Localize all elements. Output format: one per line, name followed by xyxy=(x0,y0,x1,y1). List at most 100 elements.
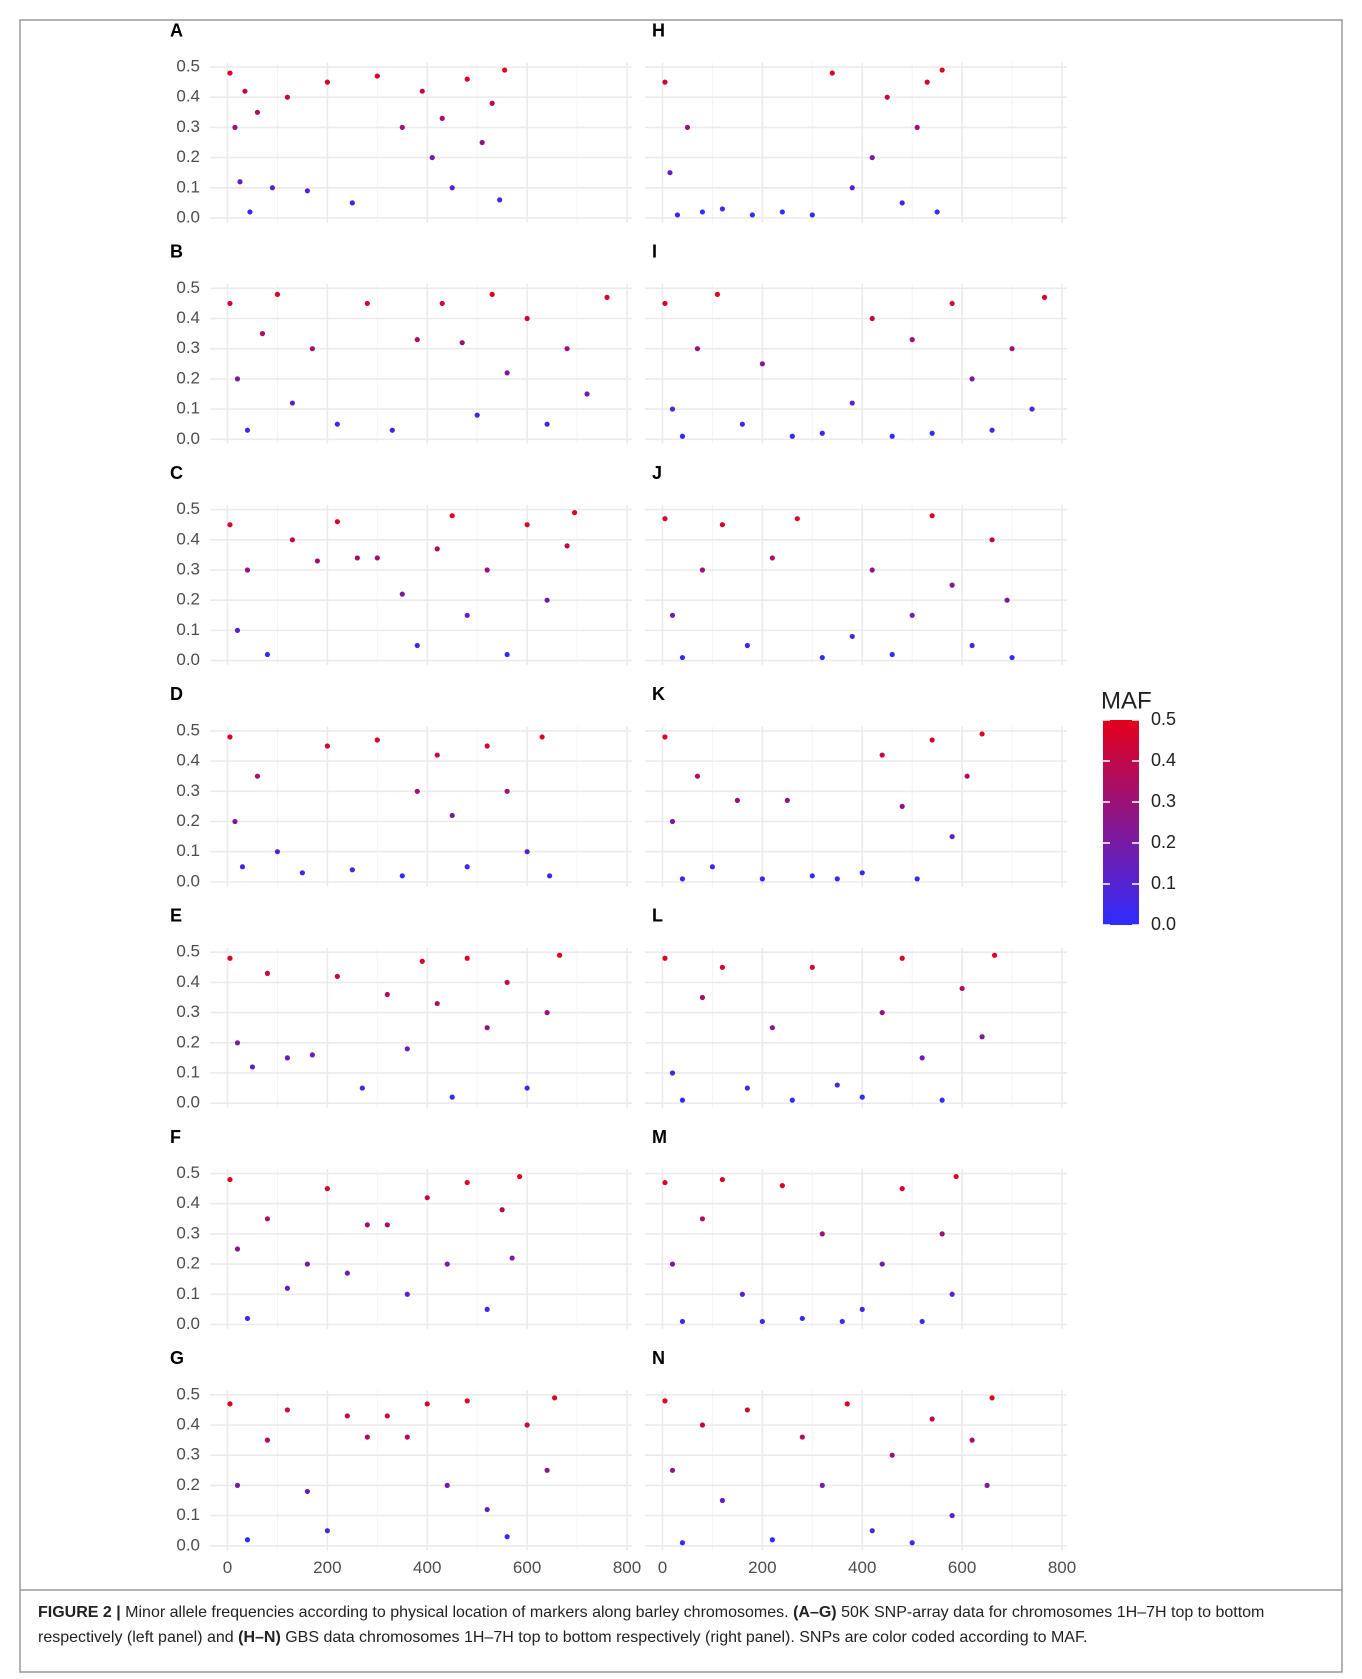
point xyxy=(694,773,701,779)
point xyxy=(929,513,935,519)
panel-label: F xyxy=(170,1127,181,1147)
point xyxy=(439,300,445,307)
x-tick-label: 200 xyxy=(748,1558,776,1577)
point xyxy=(939,67,945,73)
point xyxy=(384,991,390,998)
point xyxy=(556,952,563,958)
point xyxy=(919,1055,925,1061)
point xyxy=(414,788,420,794)
panel-label: G xyxy=(170,1348,184,1368)
point xyxy=(662,734,668,740)
point xyxy=(414,642,420,649)
point xyxy=(227,1176,233,1183)
point xyxy=(234,1246,241,1252)
y-tick-label: 0.4 xyxy=(176,1415,200,1434)
point xyxy=(384,1222,390,1228)
point xyxy=(504,651,510,658)
point xyxy=(344,1413,350,1419)
point xyxy=(604,294,610,300)
y-tick-label: 0.0 xyxy=(176,1093,200,1112)
panel-label: N xyxy=(652,1348,665,1368)
point xyxy=(324,1186,330,1192)
point xyxy=(719,1176,726,1183)
point xyxy=(979,1034,985,1040)
y-tick-label: 0.5 xyxy=(176,278,200,297)
panel-label: A xyxy=(170,20,183,40)
panel-label: K xyxy=(652,684,665,704)
y-tick-label: 0.1 xyxy=(176,620,200,639)
point xyxy=(234,627,241,633)
point xyxy=(799,1434,805,1440)
point xyxy=(829,70,835,76)
point xyxy=(991,952,998,958)
point xyxy=(869,1528,875,1534)
point xyxy=(669,818,676,825)
point xyxy=(694,346,701,352)
point xyxy=(499,1207,505,1213)
point xyxy=(662,955,668,961)
point xyxy=(429,154,435,161)
panel-label: M xyxy=(652,1127,667,1147)
point xyxy=(289,537,296,543)
point xyxy=(699,994,706,1001)
panel-label: L xyxy=(652,905,663,925)
point xyxy=(479,139,485,146)
colorbar xyxy=(1103,720,1139,925)
point xyxy=(789,433,795,439)
point xyxy=(769,1537,775,1543)
point xyxy=(949,300,955,307)
point xyxy=(234,1482,241,1488)
point xyxy=(324,743,330,749)
colorbar-label: 0.1 xyxy=(1151,873,1176,893)
point xyxy=(789,1097,795,1103)
point xyxy=(404,1046,410,1052)
point xyxy=(232,124,238,131)
point xyxy=(264,1437,271,1443)
point xyxy=(539,734,545,740)
point xyxy=(669,406,676,412)
point xyxy=(929,430,935,436)
point xyxy=(484,1506,490,1513)
point xyxy=(304,1261,310,1267)
point xyxy=(227,70,233,76)
y-tick-label: 0.1 xyxy=(176,399,200,418)
y-tick-label: 0.3 xyxy=(176,781,200,800)
point xyxy=(914,124,920,131)
point xyxy=(699,567,706,573)
x-tick-label: 0 xyxy=(658,1558,667,1577)
point xyxy=(264,1216,271,1222)
point xyxy=(434,546,440,552)
point xyxy=(551,1395,558,1401)
point xyxy=(254,109,261,115)
point xyxy=(1004,597,1010,603)
point xyxy=(679,433,686,439)
point xyxy=(809,873,815,879)
point xyxy=(464,1398,470,1404)
colorbar-label: 0.2 xyxy=(1151,832,1176,852)
y-tick-label: 0.1 xyxy=(176,177,200,196)
y-tick-label: 0.5 xyxy=(176,1384,200,1403)
point xyxy=(234,376,241,382)
point xyxy=(719,206,726,212)
point xyxy=(227,300,233,307)
point xyxy=(844,1401,850,1407)
point xyxy=(254,773,261,779)
point xyxy=(849,185,855,191)
caption-text: Minor allele frequencies according to ph… xyxy=(125,1604,789,1621)
point xyxy=(414,337,420,343)
colorbar-label: 0.0 xyxy=(1151,914,1176,934)
point xyxy=(584,391,590,397)
point xyxy=(374,737,380,743)
point xyxy=(474,412,480,418)
point xyxy=(299,870,305,876)
point xyxy=(464,864,470,870)
point xyxy=(244,1537,251,1543)
point xyxy=(699,209,706,215)
point xyxy=(949,1291,955,1297)
point xyxy=(227,955,233,961)
point xyxy=(544,1010,550,1016)
y-tick-label: 0.2 xyxy=(176,147,200,166)
point xyxy=(464,76,470,82)
y-tick-label: 0.2 xyxy=(176,1254,200,1273)
